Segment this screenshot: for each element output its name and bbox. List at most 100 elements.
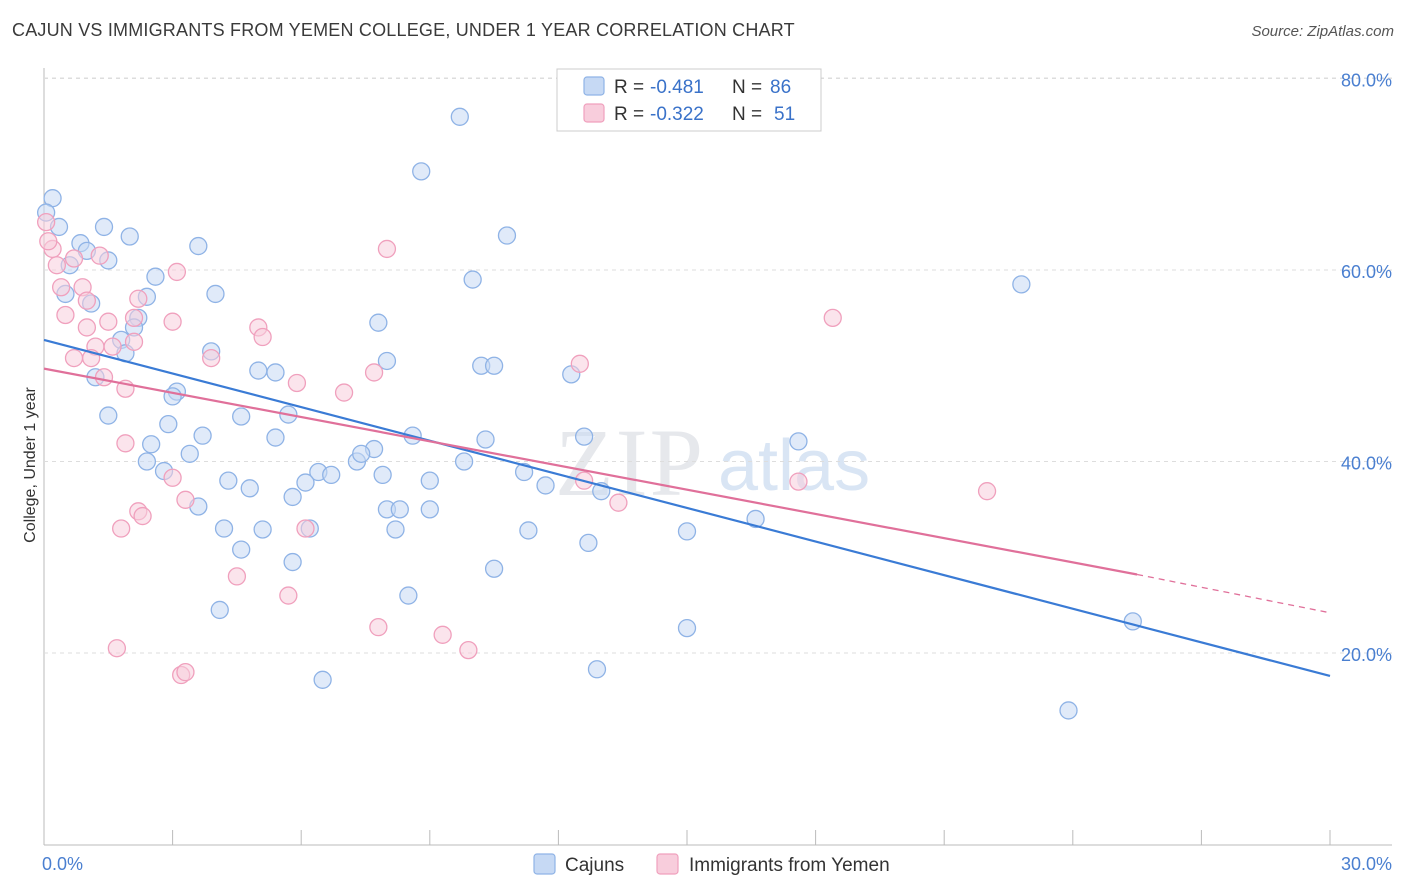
data-point-cajuns-20: [266, 363, 285, 382]
data-point-cajuns-53: [369, 313, 388, 332]
data-point-yemen-15: [124, 332, 144, 351]
trend-line-yemen: [43, 367, 1138, 576]
data-point-cajuns-35: [283, 487, 302, 507]
data-point-cajuns-24: [232, 407, 251, 426]
data-point-cajuns-26: [159, 415, 178, 434]
data-point-cajuns-33: [219, 471, 238, 490]
data-point-yemen-22: [287, 373, 307, 393]
trend-line-extension-yemen: [1136, 573, 1331, 614]
data-point-cajuns-29: [142, 435, 161, 454]
data-point-cajuns-69: [677, 522, 697, 541]
data-point-cajuns-45: [214, 519, 234, 538]
data-point-cajuns-79: [497, 226, 517, 245]
legend-n-value-yemen: 51: [774, 104, 795, 125]
data-point-yemen-44: [459, 640, 478, 660]
data-point-cajuns-78: [412, 162, 431, 181]
data-point-cajuns-48: [232, 540, 251, 559]
data-point-yemen-37: [609, 493, 628, 512]
data-point-cajuns-72: [677, 618, 697, 638]
data-point-yemen-12: [99, 312, 118, 331]
watermark: ZIP atlas: [555, 409, 870, 516]
data-point-cajuns-23: [99, 406, 118, 425]
y-tick-label-80: 80.0%: [1341, 71, 1392, 91]
bottom-legend-label-yemen: Immigrants from Yemen: [689, 855, 890, 876]
data-point-cajuns-12: [206, 284, 225, 304]
chart-source: Source: ZipAtlas.com: [1251, 23, 1394, 40]
data-point-cajuns-62: [536, 476, 555, 495]
data-point-cajuns-59: [454, 452, 474, 471]
data-point-yemen-27: [570, 354, 589, 373]
data-point-yemen-20: [202, 348, 221, 368]
data-point-cajuns-54: [377, 351, 397, 371]
data-point-cajuns-34: [240, 479, 259, 498]
data-point-cajuns-43: [390, 500, 409, 519]
data-point-yemen-41: [279, 586, 298, 605]
chart-title: CAJUN VS IMMIGRANTS FROM YEMEN COLLEGE, …: [12, 20, 795, 40]
data-point-cajuns-37: [322, 465, 341, 485]
data-point-yemen-26: [377, 239, 397, 259]
data-point-cajuns-68: [484, 559, 504, 578]
data-point-yemen-42: [369, 617, 388, 637]
data-point-cajuns-4: [120, 227, 139, 246]
data-point-cajuns-65: [420, 471, 439, 490]
y-tick-label-40: 40.0%: [1341, 454, 1392, 474]
data-point-cajuns-49: [283, 552, 302, 572]
legend-n-label-yemen: N =: [732, 104, 762, 125]
data-point-cajuns-73: [587, 660, 607, 679]
data-point-cajuns-19: [249, 361, 268, 380]
data-point-yemen-0: [36, 212, 56, 232]
data-point-yemen-21: [94, 368, 114, 387]
data-point-cajuns-28: [266, 428, 285, 447]
legend-r-label-yemen: R =: [614, 104, 644, 125]
legend-swatch-yemen: [583, 103, 605, 123]
data-point-yemen-23: [364, 363, 384, 382]
x-tick-label-1: 30.0%: [1341, 854, 1392, 874]
data-point-yemen-25: [334, 383, 354, 402]
data-point-yemen-50: [103, 337, 122, 356]
data-point-cajuns-76: [1059, 701, 1078, 720]
data-point-cajuns-39: [373, 465, 392, 485]
data-point-yemen-4: [90, 246, 109, 265]
data-point-cajuns-75: [1123, 612, 1142, 631]
data-point-cajuns-50: [399, 586, 418, 605]
points-layer: [36, 107, 1142, 720]
data-point-yemen-11: [163, 312, 182, 331]
legend-r-value-cajuns: -0.481: [650, 77, 704, 98]
data-point-cajuns-71: [789, 432, 808, 451]
data-point-yemen-8: [129, 289, 148, 308]
data-point-yemen-45: [107, 639, 127, 658]
bottom-legend: Cajuns Immigrants from Yemen: [533, 853, 890, 876]
data-point-cajuns-52: [313, 670, 332, 689]
data-point-yemen-43: [433, 625, 452, 644]
data-point-yemen-18: [64, 348, 84, 368]
data-point-yemen-6: [51, 278, 71, 297]
series-points-yemen: [36, 212, 997, 685]
data-point-yemen-40: [227, 567, 247, 586]
data-point-yemen-13: [77, 318, 97, 337]
data-point-cajuns-8: [189, 236, 208, 256]
data-point-yemen-39: [296, 519, 315, 538]
y-tick-labels: 20.0% 40.0% 60.0% 80.0%: [1341, 71, 1392, 666]
y-tick-label-20: 20.0%: [1341, 645, 1392, 665]
x-ticks: [43, 830, 1331, 845]
data-point-cajuns-66: [519, 521, 538, 540]
trend-layer: [43, 338, 1331, 678]
data-point-cajuns-22: [163, 387, 182, 406]
gridlines: [44, 77, 1392, 654]
data-point-cajuns-80: [463, 270, 482, 289]
data-point-yemen-47: [176, 663, 195, 682]
data-point-cajuns-74: [1012, 275, 1031, 294]
bottom-legend-swatch-cajuns: [533, 853, 556, 875]
data-point-cajuns-56: [484, 356, 504, 375]
data-point-yemen-49: [124, 308, 144, 328]
data-point-yemen-5: [167, 262, 187, 282]
data-point-cajuns-46: [253, 520, 272, 539]
data-point-yemen-30: [163, 468, 182, 487]
data-point-yemen-17: [253, 327, 272, 347]
data-point-cajuns-47: [386, 520, 405, 539]
data-point-cajuns-64: [574, 427, 594, 446]
data-point-yemen-36: [133, 506, 152, 526]
data-point-yemen-28: [823, 308, 842, 328]
legend-r-value-yemen: -0.322: [650, 104, 704, 125]
data-point-cajuns-41: [352, 444, 371, 463]
